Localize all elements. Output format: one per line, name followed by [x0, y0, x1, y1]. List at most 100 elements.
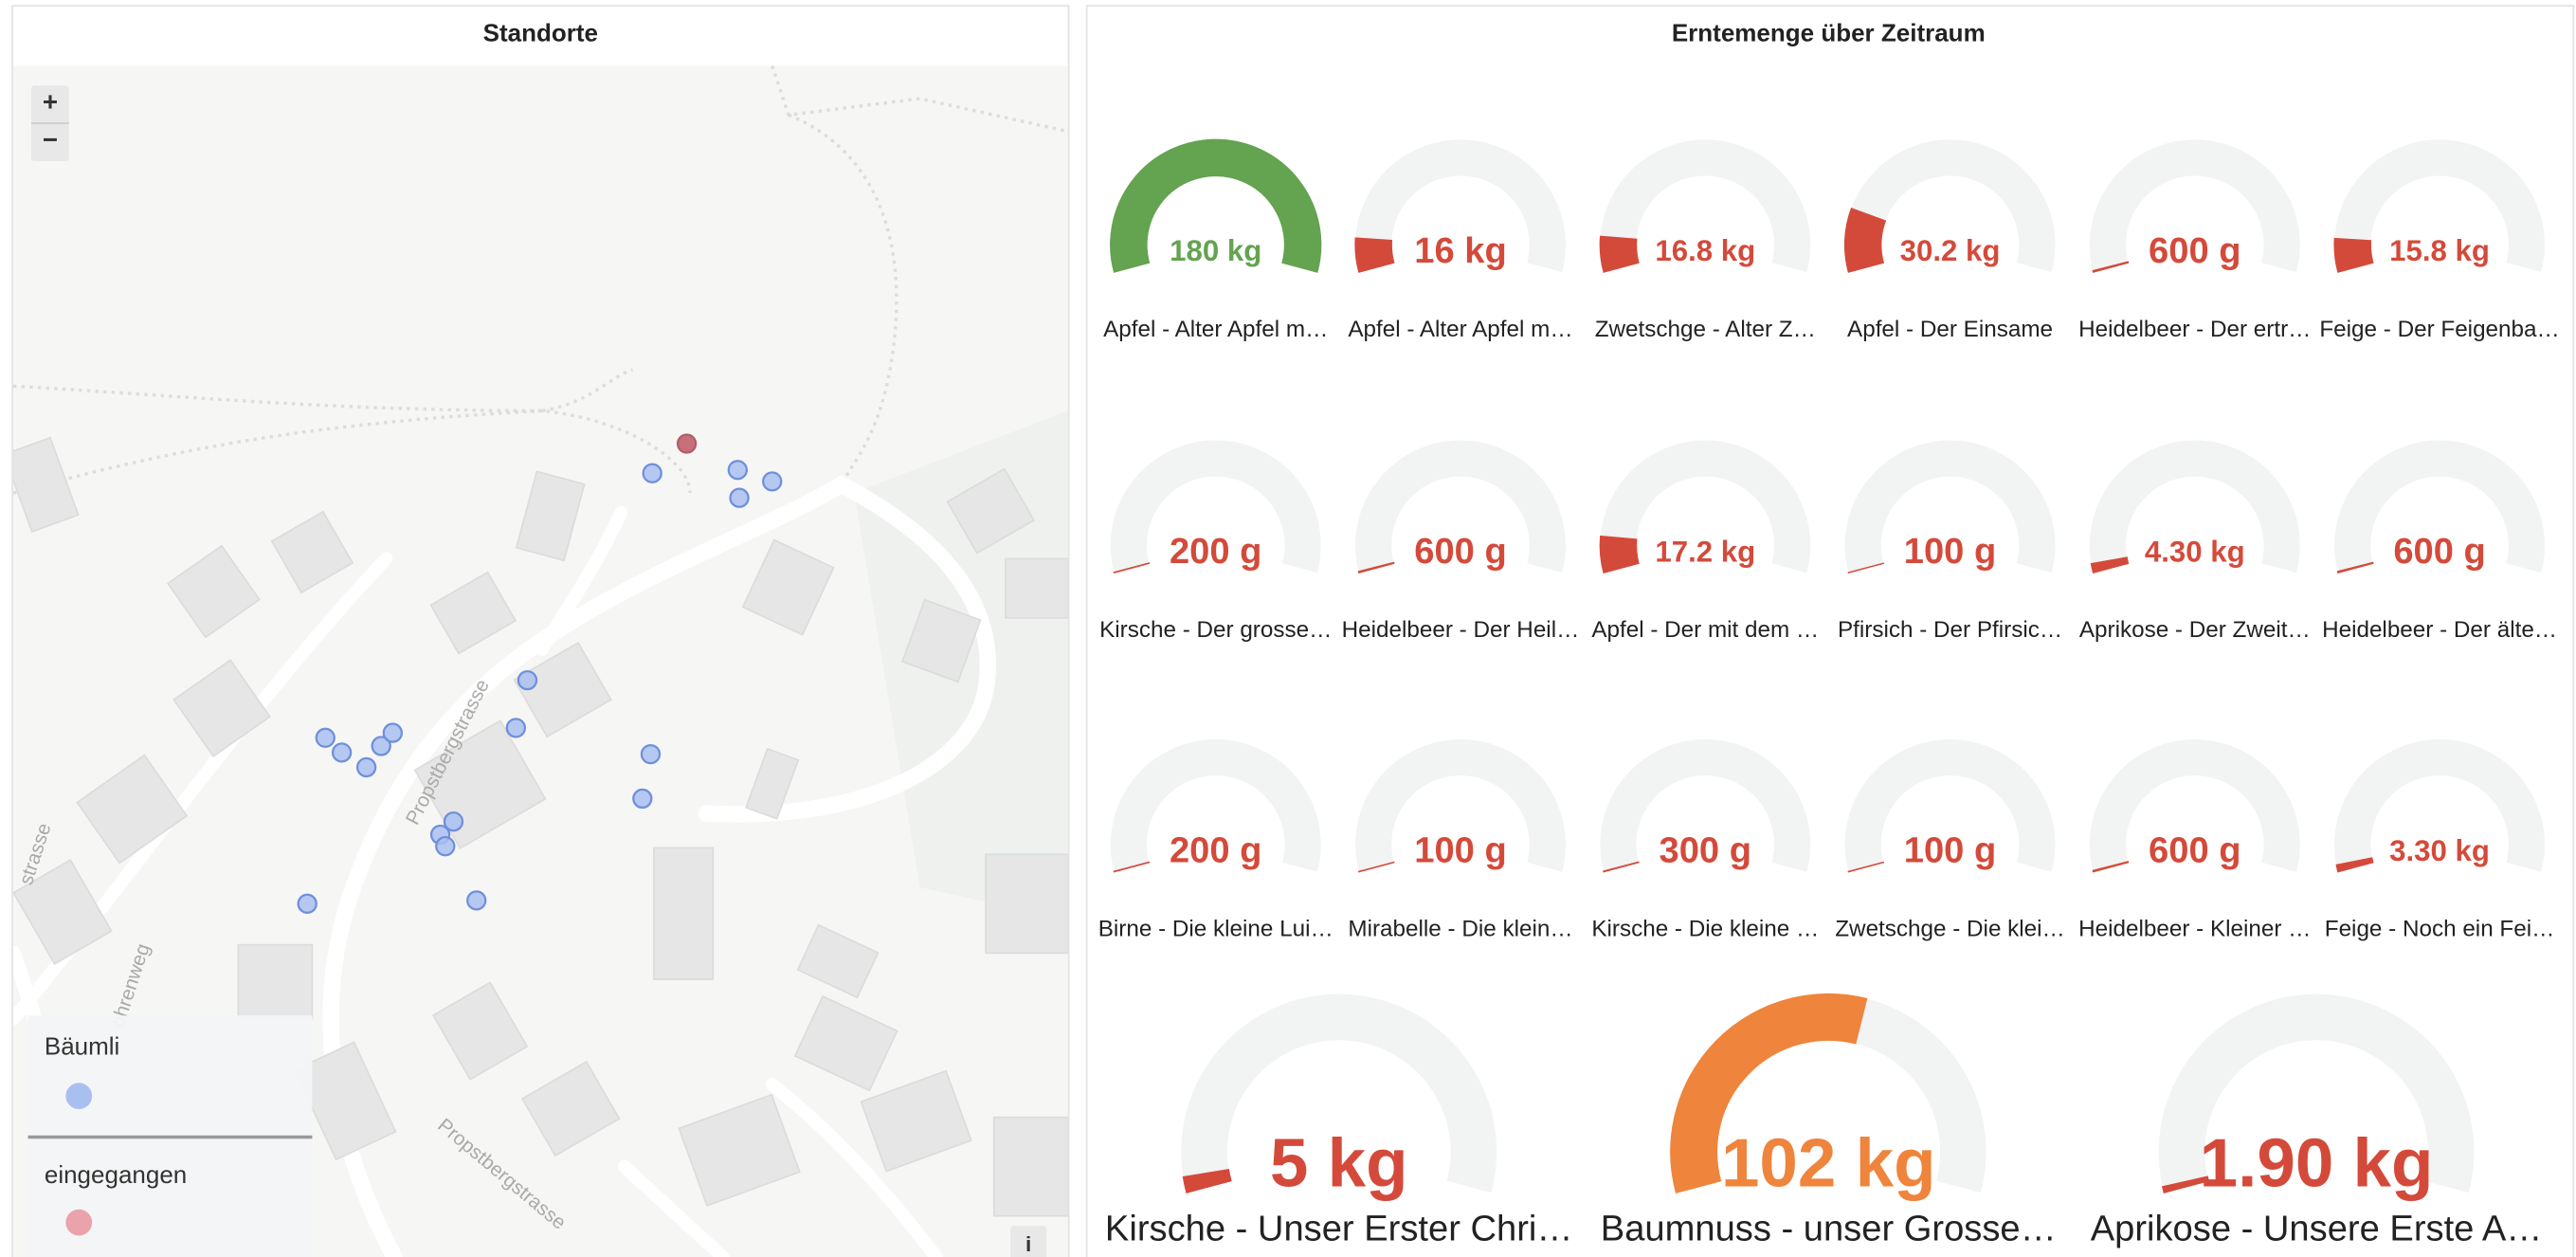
- tree-marker: [727, 460, 748, 481]
- gauge-value-label: 180 kg: [1170, 234, 1261, 267]
- gauge-label: Heidelbeer - Der älte…: [2322, 617, 2557, 643]
- info-label[interactable]: i: [1025, 1232, 1031, 1256]
- tree-marker: [762, 471, 783, 492]
- panel-title: Standorte: [483, 18, 598, 46]
- gauge-label: Apfel - Der mit dem …: [1591, 617, 1819, 643]
- info-button[interactable]: [1010, 1226, 1047, 1257]
- gauge-value-label: 16.8 kg: [1655, 234, 1755, 267]
- gauge-track: [2158, 993, 2475, 1193]
- gauge-track: [1355, 739, 1566, 872]
- legend-swatch: [65, 1209, 93, 1236]
- gauge-track: [2089, 738, 2300, 872]
- gauge-track: [1110, 739, 1321, 872]
- gauge-value-label: 16 kg: [1414, 230, 1507, 271]
- gauge-label: Birne - Die kleine Lui…: [1098, 916, 1333, 941]
- gauge-value-label: 3.30 kg: [2389, 834, 2490, 867]
- gauge-label: Mirabelle - Die klein…: [1348, 916, 1572, 941]
- gauge-value-label: 200 g: [1170, 531, 1262, 572]
- gauge-label: Heidelbeer - Kleiner …: [2078, 916, 2311, 941]
- gauge-value: [1113, 861, 1151, 873]
- gauge-value: [1113, 562, 1151, 574]
- tree-marker: [443, 811, 464, 832]
- gauge-label: Aprikose - Der Zweit…: [2079, 617, 2311, 643]
- gauge-label: Zwetschge - Alter Z…: [1595, 317, 1816, 342]
- legend: Bäumli eingegangen: [27, 1015, 313, 1257]
- tree-marker: [642, 463, 662, 483]
- gauge-value: [2335, 857, 2374, 873]
- gauge-value-label: 30.2 kg: [1900, 234, 2001, 267]
- tree-marker: [382, 722, 403, 743]
- gauge-value-label: 100 g: [1904, 531, 1996, 572]
- zoom-in[interactable]: +: [43, 87, 58, 117]
- gauge-value: [2161, 1175, 2210, 1193]
- gauge-value: [2092, 261, 2130, 273]
- gauge-track: [1844, 440, 2056, 574]
- gauge-track: [2089, 440, 2300, 574]
- tree-marker: [331, 742, 353, 763]
- zoom-out[interactable]: −: [43, 124, 58, 154]
- gauge-label: Kirsche - Der grosse…: [1099, 617, 1332, 643]
- gauge-value-label: 600 g: [2149, 230, 2241, 271]
- gauge-value-label: 300 g: [1660, 830, 1752, 871]
- gauge-label: Pfirsich - Der Pfirsic…: [1838, 617, 2062, 643]
- gauge-track: [1600, 440, 1811, 574]
- gauges: 180 kg Apfel - Alter Apfel m… 16 kg Apfel -…: [1098, 138, 2560, 1248]
- gauge-value: [1599, 535, 1640, 574]
- gauge-value: [2333, 237, 2374, 273]
- gauge-value: [1110, 138, 1322, 273]
- gauge-label: Apfel - Alter Apfel m…: [1348, 317, 1572, 342]
- gauge-label: Aprikose - Unsere Erste A…: [2091, 1208, 2543, 1248]
- gauge-value-label: 200 g: [1170, 830, 1262, 871]
- gauge-value: [1603, 861, 1640, 873]
- gauge-track: [1844, 139, 2056, 272]
- tree-marker: [729, 487, 750, 508]
- buildings: [12, 436, 1068, 1217]
- gauge-value: [2092, 861, 2130, 873]
- legend-swatch: [65, 1083, 93, 1109]
- gauge-label: Apfel - Alter Apfel m…: [1103, 317, 1328, 342]
- gauge-value-label: 15.8 kg: [2389, 234, 2490, 267]
- gauge-value: [2336, 561, 2374, 574]
- tree-marker: [505, 718, 526, 738]
- gauge-value-label: 5 kg: [1270, 1125, 1408, 1202]
- footpath: [12, 65, 1068, 495]
- tree-marker: [297, 893, 317, 914]
- tree-marker: [632, 788, 653, 810]
- gauge-value-label: 100 g: [1414, 830, 1507, 871]
- gauge-track: [1844, 738, 2056, 872]
- gauge-value-label: 600 g: [2149, 830, 2241, 871]
- gauge-value-label: 100 g: [1904, 830, 1996, 871]
- gauge-value: [1354, 237, 1395, 273]
- tree-marker: [315, 727, 336, 748]
- gauge-label: Feige - Noch ein Fei…: [2325, 916, 2555, 941]
- tree-marker: [466, 890, 487, 911]
- map[interactable]: PropstbergstrassePropstbergstrasseöhrenw…: [4, 65, 1068, 1257]
- gauge-value: [1182, 1169, 1232, 1193]
- zoom-control: + −: [31, 85, 69, 161]
- gauge-track: [1355, 139, 1566, 272]
- gauge-value: [2090, 556, 2130, 574]
- gauge-value-label: 4.30 kg: [2145, 535, 2245, 568]
- gauge-label: Heidelbeer - Der ertr…: [2078, 317, 2311, 342]
- gauge-track: [2089, 139, 2300, 272]
- map-markers: [297, 433, 783, 914]
- legend-label: Bäumli: [45, 1032, 119, 1061]
- gauge-value: [1357, 561, 1395, 574]
- gauge-value-label: 102 kg: [1721, 1125, 1936, 1202]
- tree-marker: [640, 743, 662, 765]
- gauge-track: [1110, 440, 1321, 574]
- gauge-value-label: 600 g: [1414, 531, 1507, 572]
- gauge-track: [1355, 440, 1566, 574]
- tree-marker: [371, 736, 391, 756]
- gauge-value: [1847, 562, 1885, 574]
- legend-label: eingegangen: [45, 1160, 187, 1189]
- footpath: [12, 368, 692, 494]
- dead-tree-marker: [676, 433, 698, 454]
- gauge-track: [1181, 993, 1497, 1193]
- gauge-value-label: 600 g: [2393, 531, 2486, 572]
- gauge-track: [1600, 139, 1811, 272]
- tree-marker: [435, 836, 456, 857]
- gauge-label: Apfel - Der Einsame: [1847, 317, 2053, 342]
